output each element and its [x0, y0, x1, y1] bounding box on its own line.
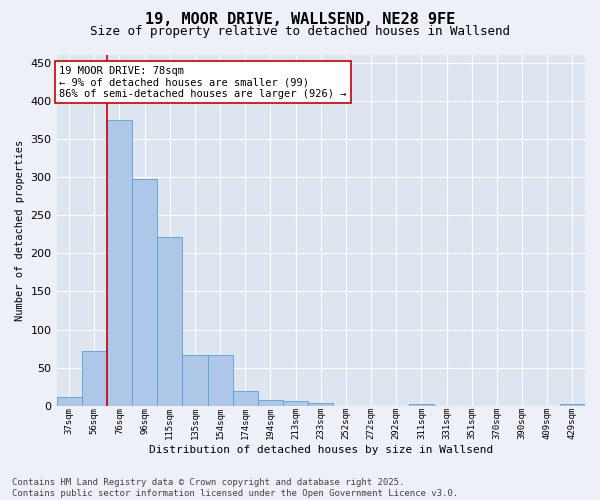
Bar [182, 354, 208, 406]
Text: 19, MOOR DRIVE, WALLSEND, NE28 9FE: 19, MOOR DRIVE, WALLSEND, NE28 9FE [145, 12, 455, 28]
Bar [82, 351, 107, 406]
Text: 19 MOOR DRIVE: 78sqm
← 9% of detached houses are smaller (99)
86% of semi-detach: 19 MOOR DRIVE: 78sqm ← 9% of detached ho… [59, 66, 347, 98]
Bar [208, 354, 233, 406]
Bar [308, 403, 334, 406]
Bar [157, 236, 182, 406]
Bar [132, 178, 157, 406]
Text: Contains HM Land Registry data © Crown copyright and database right 2025.
Contai: Contains HM Land Registry data © Crown c… [12, 478, 458, 498]
Bar [258, 400, 283, 406]
X-axis label: Distribution of detached houses by size in Wallsend: Distribution of detached houses by size … [149, 445, 493, 455]
Y-axis label: Number of detached properties: Number of detached properties [15, 140, 25, 321]
Bar [56, 398, 82, 406]
Bar [233, 390, 258, 406]
Bar [409, 404, 434, 406]
Bar [560, 404, 585, 406]
Bar [283, 401, 308, 406]
Bar [107, 120, 132, 406]
Text: Size of property relative to detached houses in Wallsend: Size of property relative to detached ho… [90, 25, 510, 38]
